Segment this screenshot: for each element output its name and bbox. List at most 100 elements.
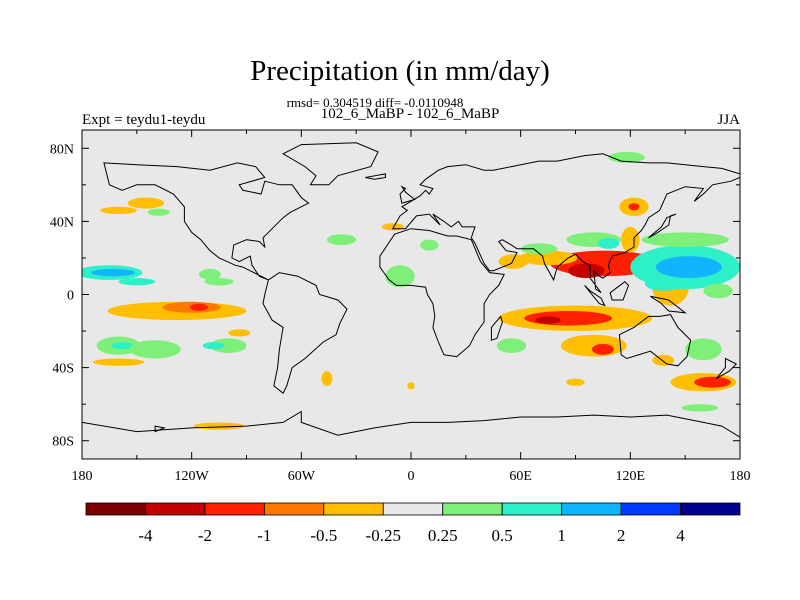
coastline-layer: [82, 142, 740, 459]
anomaly-region-38: [198, 268, 221, 280]
colorbar-swatch-7: [501, 502, 563, 516]
x-tick-label-2: 60W: [288, 469, 316, 484]
anomaly-region-22: [127, 197, 165, 209]
anomaly-region-49: [520, 243, 558, 255]
colorbar-label-0: -4: [138, 526, 153, 545]
coastline-10: [648, 213, 677, 239]
anomaly-region-11: [560, 334, 627, 357]
coastline-0: [103, 162, 310, 281]
anomaly-region-52: [496, 338, 527, 353]
experiment-label: Expt = teydu1-teydu: [82, 112, 206, 128]
y-tick-label-2: 0: [67, 289, 74, 304]
anomaly-region-28: [407, 382, 415, 390]
anomaly-region-21: [228, 329, 251, 337]
coastline-8: [609, 281, 630, 301]
colorbar-swatch-4: [323, 502, 384, 516]
anomaly-region-39: [147, 208, 170, 216]
y-tick-label-1: 40N: [50, 215, 74, 230]
colorbar-label-2: -1: [257, 526, 271, 545]
anomaly-region-34: [111, 342, 134, 350]
anomaly-region-16: [652, 354, 675, 366]
anomaly-region-46: [641, 232, 730, 247]
stats-line: rmsd= 0.304519 diff= -0.0110948: [286, 95, 464, 110]
coastline-1: [262, 272, 348, 394]
x-tick-label-3: 0: [408, 469, 415, 484]
y-tick-label-0: 80N: [50, 142, 74, 157]
anomaly-region-35: [129, 340, 181, 359]
coastline-3: [391, 153, 740, 294]
coastline-14: [365, 173, 386, 180]
x-tick-label-6: 180: [730, 469, 751, 484]
coastline-5: [490, 315, 503, 341]
chart-title: Precipitation (in mm/day): [250, 55, 550, 87]
coastline-15: [154, 425, 167, 433]
y-tick-label-3: 40S: [52, 362, 74, 377]
anomaly-layer: [82, 151, 740, 430]
x-tick-label-5: 120E: [616, 469, 646, 484]
colorbar-label-4: -0.25: [366, 526, 401, 545]
coastline-11: [399, 185, 416, 204]
anomaly-region-31: [118, 278, 156, 286]
anomaly-region-44: [655, 256, 722, 279]
anomaly-region-10: [535, 316, 561, 324]
anomaly-region-32: [204, 278, 234, 286]
y-tick-label-4: 80S: [52, 435, 74, 450]
anomaly-region-53: [681, 404, 719, 412]
anomaly-region-7: [621, 226, 640, 253]
axis-ticks: 180 120W 60W 0 60E 120E 180 80N 40N 0 40S 80S: [50, 130, 751, 484]
plot-background: [82, 130, 740, 459]
colorbar-label-9: 4: [676, 526, 685, 545]
colorbar-label-1: -2: [198, 526, 212, 545]
season-label: JJA: [717, 112, 740, 128]
anomaly-region-25: [193, 422, 245, 430]
colorbar-swatch-3: [263, 502, 325, 516]
coastline-12: [82, 410, 740, 459]
anomaly-region-40: [326, 234, 357, 246]
anomaly-region-54: [703, 283, 733, 299]
coastline-7: [584, 285, 606, 307]
colorbar-label-6: 0.5: [492, 526, 513, 545]
coastline-9: [650, 295, 687, 314]
coastline-4: [379, 228, 505, 358]
coastline-13: [715, 357, 738, 380]
coastline-2: [282, 142, 379, 186]
colorbar-swatch-8: [561, 502, 622, 516]
colorbar-swatch-0: [85, 502, 146, 516]
colorbar-swatch-10: [680, 502, 741, 516]
anomaly-region-30: [91, 268, 136, 277]
anomaly-region-26: [321, 371, 333, 386]
colorbar-label-7: 1: [557, 526, 566, 545]
anomaly-region-24: [92, 358, 145, 366]
x-tick-label-1: 120W: [175, 469, 210, 484]
coastline-6: [618, 314, 692, 367]
anomaly-region-37: [202, 342, 225, 350]
colorbar-swatch-6: [442, 502, 503, 516]
anomaly-region-45: [644, 276, 682, 291]
anomaly-region-42: [420, 239, 439, 251]
colorbar-swatch-5: [382, 502, 444, 516]
colorbar-swatch-1: [145, 502, 206, 516]
anomaly-region-48: [597, 237, 620, 249]
anomaly-region-15: [694, 376, 731, 388]
colorbar-label-8: 2: [617, 526, 626, 545]
colorbar: -4 -2 -1 -0.5 -0.25 0.25 0.5 1 2 4: [85, 502, 741, 545]
colorbar-swatch-9: [620, 502, 681, 516]
anomaly-region-41: [385, 265, 415, 288]
x-tick-label-0: 180: [72, 469, 93, 484]
anomaly-region-6: [628, 203, 640, 211]
anomaly-region-51: [685, 338, 722, 361]
anomaly-region-36: [209, 338, 247, 353]
anomaly-region-12: [591, 343, 614, 355]
anomaly-region-20: [189, 303, 209, 311]
anomaly-region-23: [100, 206, 137, 215]
x-tick-label-4: 60E: [509, 469, 532, 484]
anomaly-region-27: [381, 223, 404, 231]
colorbar-label-5: 0.25: [428, 526, 458, 545]
chart-subtitle: 102_6_MaBP - 102_6_MaBP: [320, 106, 500, 122]
colorbar-swatch-2: [204, 502, 265, 516]
anomaly-region-17: [566, 378, 585, 386]
colorbar-label-3: -0.5: [310, 526, 337, 545]
anomaly-region-3: [518, 250, 578, 266]
anomaly-region-1: [568, 263, 605, 279]
